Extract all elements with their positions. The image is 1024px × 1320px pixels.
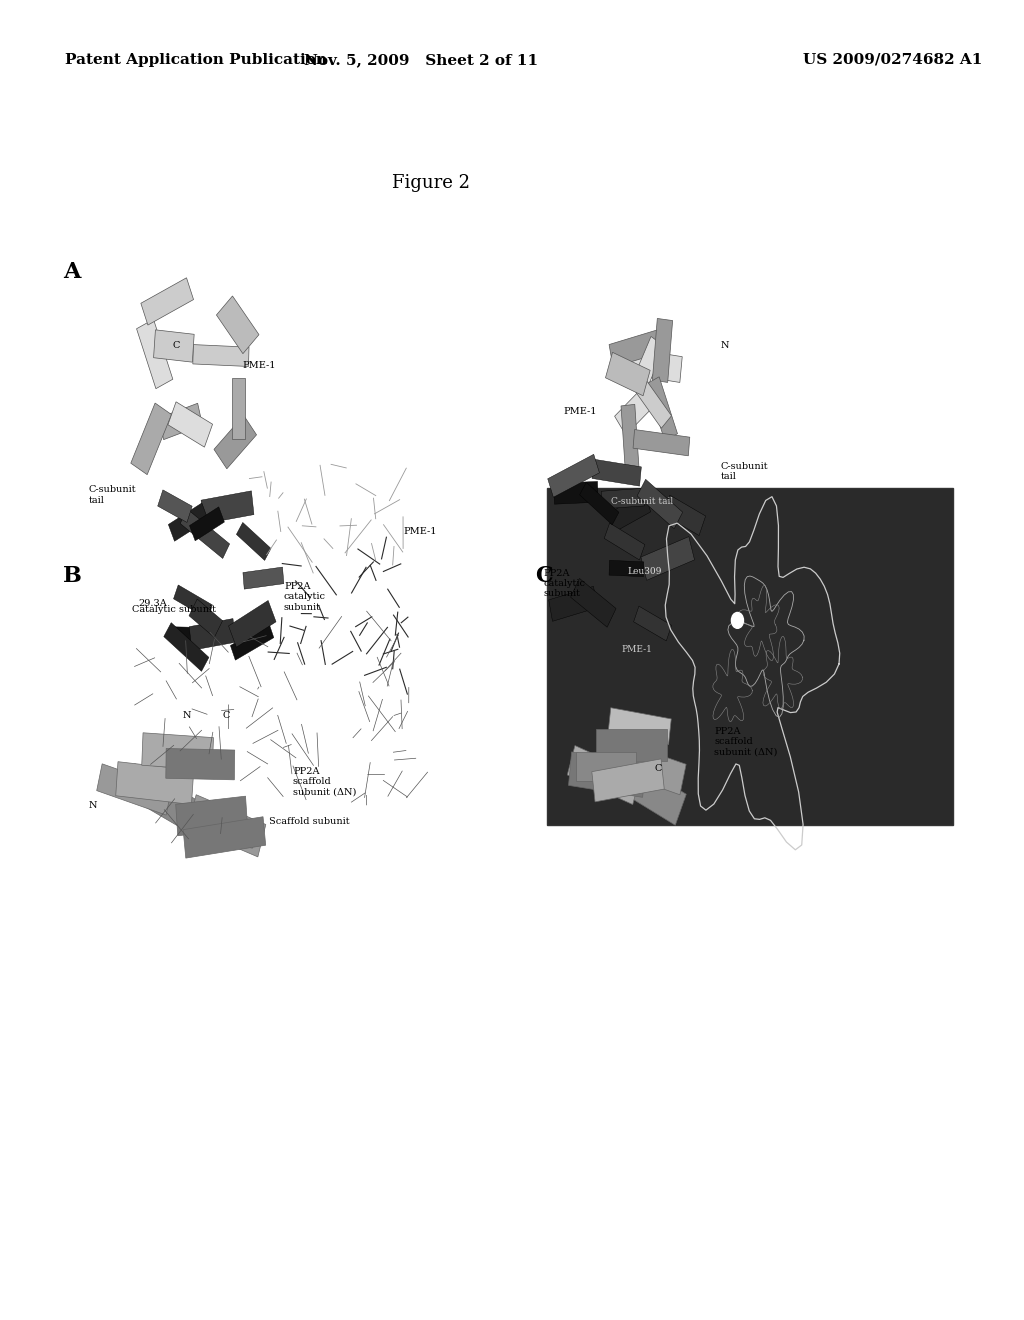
Circle shape xyxy=(731,612,743,628)
Polygon shape xyxy=(193,345,249,367)
Text: C: C xyxy=(535,565,552,587)
Polygon shape xyxy=(604,523,645,560)
Polygon shape xyxy=(630,348,682,383)
Polygon shape xyxy=(607,494,650,533)
Polygon shape xyxy=(641,537,694,581)
Polygon shape xyxy=(228,601,276,647)
Text: B: B xyxy=(63,565,82,587)
Polygon shape xyxy=(176,796,248,836)
Polygon shape xyxy=(601,488,644,508)
Polygon shape xyxy=(159,404,203,440)
Polygon shape xyxy=(592,759,665,801)
Polygon shape xyxy=(633,429,690,455)
Polygon shape xyxy=(166,748,234,780)
Polygon shape xyxy=(189,507,224,541)
Text: N: N xyxy=(88,801,97,809)
Text: PP2A
catalytic
subunit: PP2A catalytic subunit xyxy=(284,582,326,611)
Polygon shape xyxy=(141,277,194,325)
Polygon shape xyxy=(216,296,259,354)
Polygon shape xyxy=(592,459,641,486)
Polygon shape xyxy=(652,318,673,383)
Polygon shape xyxy=(570,578,616,627)
Bar xyxy=(547,488,953,825)
Polygon shape xyxy=(158,490,193,523)
Polygon shape xyxy=(575,751,636,781)
Polygon shape xyxy=(646,376,678,441)
Polygon shape xyxy=(189,599,222,638)
Text: PME-1: PME-1 xyxy=(243,362,276,370)
Text: Scaffold subunit: Scaffold subunit xyxy=(269,817,349,825)
Polygon shape xyxy=(136,319,173,388)
Polygon shape xyxy=(141,733,213,770)
Polygon shape xyxy=(636,380,672,428)
Text: Leu309: Leu309 xyxy=(627,568,662,576)
Polygon shape xyxy=(154,330,195,362)
Polygon shape xyxy=(214,416,257,469)
Polygon shape xyxy=(621,404,639,470)
Polygon shape xyxy=(230,623,273,660)
Text: C-subunit
tail: C-subunit tail xyxy=(721,462,768,480)
Text: PP2A
catalytic
subunit: PP2A catalytic subunit xyxy=(544,569,586,598)
Polygon shape xyxy=(243,568,284,589)
Polygon shape xyxy=(168,401,213,447)
Text: C: C xyxy=(654,764,662,772)
Text: Patent Application Publication: Patent Application Publication xyxy=(66,53,328,67)
Text: PP2A
scaffold
subunit (ΔN): PP2A scaffold subunit (ΔN) xyxy=(715,727,778,756)
Polygon shape xyxy=(188,795,266,857)
Polygon shape xyxy=(116,762,194,804)
Text: C-subunit
tail: C-subunit tail xyxy=(88,486,136,504)
Text: PME-1: PME-1 xyxy=(622,645,652,653)
Text: C-subunit tail: C-subunit tail xyxy=(611,498,673,506)
Polygon shape xyxy=(609,560,644,577)
Polygon shape xyxy=(596,729,667,760)
Text: Figure 2: Figure 2 xyxy=(392,174,470,193)
Text: C: C xyxy=(173,342,180,350)
Polygon shape xyxy=(630,337,665,396)
Polygon shape xyxy=(201,491,254,524)
Text: Nov. 5, 2009   Sheet 2 of 11: Nov. 5, 2009 Sheet 2 of 11 xyxy=(304,53,539,67)
Polygon shape xyxy=(187,805,256,849)
Text: N: N xyxy=(721,342,729,350)
Text: US 2009/0274682 A1: US 2009/0274682 A1 xyxy=(803,53,982,67)
Polygon shape xyxy=(168,503,208,541)
Polygon shape xyxy=(605,352,650,396)
Polygon shape xyxy=(608,708,672,744)
Polygon shape xyxy=(189,619,236,651)
Polygon shape xyxy=(231,378,245,440)
Text: A: A xyxy=(63,261,81,284)
Text: PP2A
scaffold
subunit (ΔN): PP2A scaffold subunit (ΔN) xyxy=(293,767,356,796)
Polygon shape xyxy=(634,606,672,642)
Polygon shape xyxy=(549,586,597,622)
Polygon shape xyxy=(622,744,686,795)
Polygon shape xyxy=(173,585,212,619)
Polygon shape xyxy=(554,482,598,504)
Polygon shape xyxy=(637,479,683,529)
Polygon shape xyxy=(131,403,171,475)
Polygon shape xyxy=(96,764,172,814)
Polygon shape xyxy=(180,510,229,558)
Polygon shape xyxy=(237,523,271,561)
Polygon shape xyxy=(612,755,686,825)
Text: C: C xyxy=(223,711,230,719)
Polygon shape xyxy=(568,752,646,797)
Polygon shape xyxy=(175,627,222,643)
Text: PME-1: PME-1 xyxy=(403,528,437,536)
Polygon shape xyxy=(548,454,599,498)
Text: Catalytic subunit: Catalytic subunit xyxy=(132,606,216,614)
Polygon shape xyxy=(125,764,202,833)
Polygon shape xyxy=(614,383,658,436)
Polygon shape xyxy=(567,746,640,805)
Polygon shape xyxy=(664,495,706,536)
Polygon shape xyxy=(164,623,209,672)
Polygon shape xyxy=(183,817,265,858)
Text: 29.3A: 29.3A xyxy=(138,599,167,607)
Polygon shape xyxy=(609,329,668,367)
Text: N: N xyxy=(182,711,191,719)
Polygon shape xyxy=(580,482,618,525)
Text: PME-1: PME-1 xyxy=(564,408,597,416)
